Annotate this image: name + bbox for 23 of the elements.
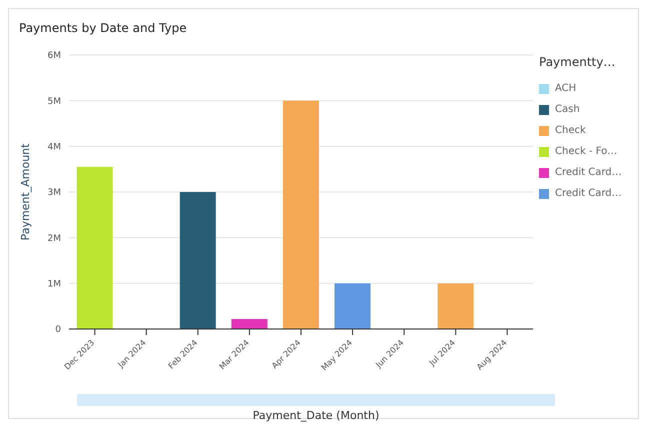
legend-label: Cash	[555, 104, 580, 115]
legend-title: Paymentty…	[539, 55, 616, 69]
bar	[438, 283, 474, 329]
bar	[231, 318, 268, 329]
x-axis-title: Payment_Date (Month)	[252, 409, 380, 422]
legend-label: Credit Card…	[555, 167, 622, 178]
legend-label: Check	[555, 125, 586, 136]
bar	[282, 100, 319, 329]
y-axis-title: Payment_Amount	[18, 142, 32, 240]
legend-label: Check - Fo…	[555, 146, 618, 157]
legend-label: ACH	[555, 83, 576, 94]
chart-title: Payments by Date and Type	[19, 21, 187, 35]
y-tick-label: 4M	[48, 142, 61, 153]
y-tick-label: 6M	[48, 51, 61, 62]
y-tick-label: 5M	[48, 96, 61, 107]
y-tick-label: 1M	[48, 280, 61, 290]
bar	[334, 283, 371, 329]
legend-label: Credit Card…	[555, 188, 622, 199]
bar	[180, 192, 216, 329]
bar	[76, 166, 113, 329]
y-tick-label: 2M	[48, 234, 61, 244]
y-tick-label: 0	[55, 325, 62, 336]
y-tick-label: 3M	[48, 188, 61, 198]
